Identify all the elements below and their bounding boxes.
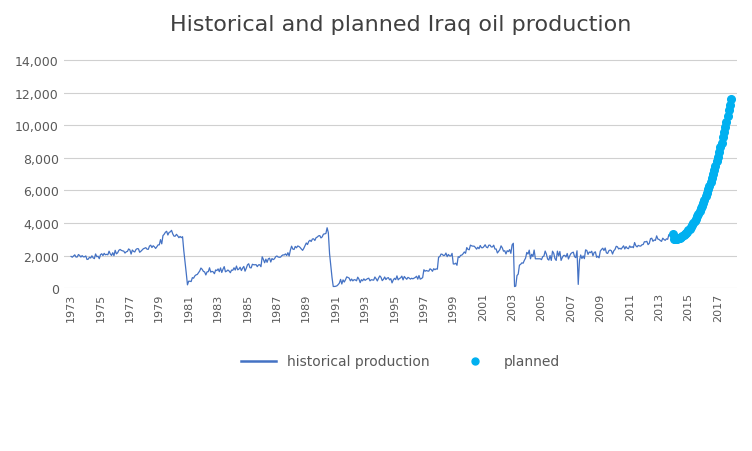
Legend: historical production, planned: historical production, planned	[235, 349, 565, 374]
Title: Historical and planned Iraq oil production: Historical and planned Iraq oil producti…	[170, 15, 631, 35]
